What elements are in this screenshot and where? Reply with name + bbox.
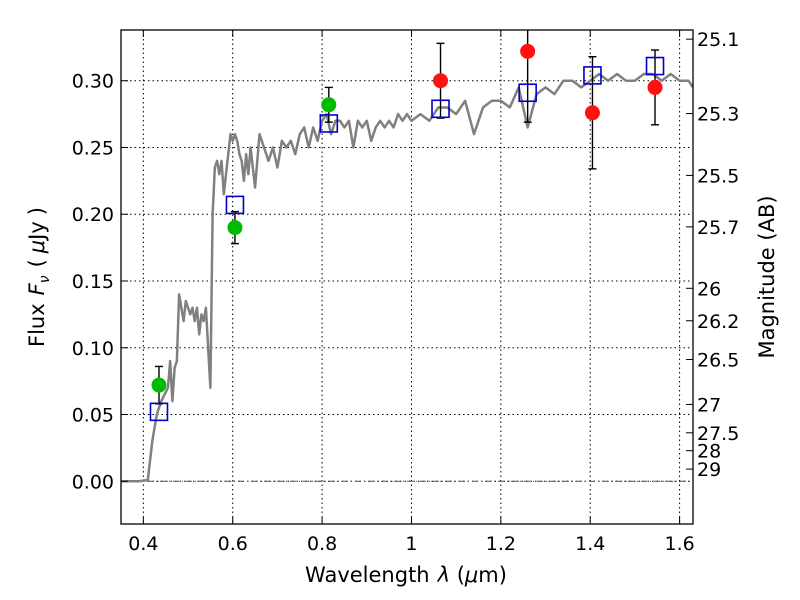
y-tick-label: 0.10 (72, 338, 114, 360)
plot-content (121, 30, 693, 483)
y-tick-label: 0.25 (72, 137, 114, 159)
magnitude-tick-label: 26.2 (697, 311, 739, 333)
red-point (520, 43, 536, 59)
x-tick-label: 1.6 (664, 533, 694, 555)
y-tick-label: 0.05 (72, 405, 114, 427)
y-tick-label: 0.20 (72, 204, 114, 226)
magnitude-tick-label: 29 (697, 459, 721, 481)
grid (121, 30, 693, 524)
model-spectrum-line (121, 72, 693, 483)
model-photometry-square (518, 83, 537, 103)
red-point (584, 105, 600, 121)
red-point (647, 79, 663, 95)
x-tick-label: 1.2 (486, 533, 516, 555)
magnitude-tick-label: 25.3 (697, 104, 739, 126)
magnitude-tick-label: 26.5 (697, 350, 739, 372)
magnitude-tick-label: 28 (697, 441, 721, 463)
x-tick-label: 0.6 (218, 533, 248, 555)
y-tick-label: 0.30 (72, 71, 114, 93)
green-point (227, 220, 243, 236)
error-bars (154, 30, 660, 405)
y-axis-label: FluxFν(μJy) (25, 207, 53, 347)
x-tick-label: 1.4 (575, 533, 605, 555)
magnitude-axis-label: Magnitude (AB) (755, 195, 779, 358)
y-tick-label: 0.15 (72, 271, 114, 293)
model-photometry-square (583, 66, 602, 85)
magnitude-tick-label: 25.1 (697, 29, 739, 51)
x-tick-label: 0.8 (307, 533, 337, 555)
data-points (149, 43, 665, 422)
green-point (321, 97, 337, 113)
plot-frame (120, 29, 694, 525)
x-tick-label: 0.4 (128, 533, 158, 555)
green-point (151, 377, 167, 393)
y-tick-labels: 0.00 0.05 0.10 0.15 0.20 0.25 0.30 (72, 71, 114, 494)
axis-ticks (121, 30, 693, 524)
x-tick-labels: 0.4 0.6 0.8 1 1.2 1.4 1.6 (128, 533, 694, 555)
x-axis-label: Wavelength λ (μm) (305, 563, 507, 587)
x-tick-label: 1 (405, 533, 417, 555)
y-tick-label: 0.00 (72, 471, 114, 493)
magnitude-tick-label: 25.5 (697, 165, 739, 187)
model-photometry-square (319, 114, 339, 133)
model-photometry-square (149, 402, 169, 422)
magnitude-tick-label: 27 (697, 394, 721, 416)
model-photometry-square (645, 56, 665, 76)
model-photometry-square (431, 99, 450, 119)
red-point (433, 73, 449, 89)
magnitude-tick-label: 25.7 (697, 217, 739, 239)
model-photometry-square (225, 195, 245, 215)
magnitude-tick-label: 26 (697, 278, 721, 300)
magnitude-tick-label: 27.5 (697, 423, 739, 445)
